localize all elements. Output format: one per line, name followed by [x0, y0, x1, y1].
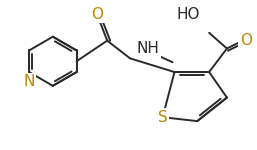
Text: NH: NH [136, 41, 159, 56]
Text: N: N [23, 74, 35, 89]
Text: HO: HO [177, 7, 200, 22]
Text: O: O [91, 7, 103, 22]
Text: O: O [240, 33, 252, 48]
Text: S: S [158, 110, 168, 125]
